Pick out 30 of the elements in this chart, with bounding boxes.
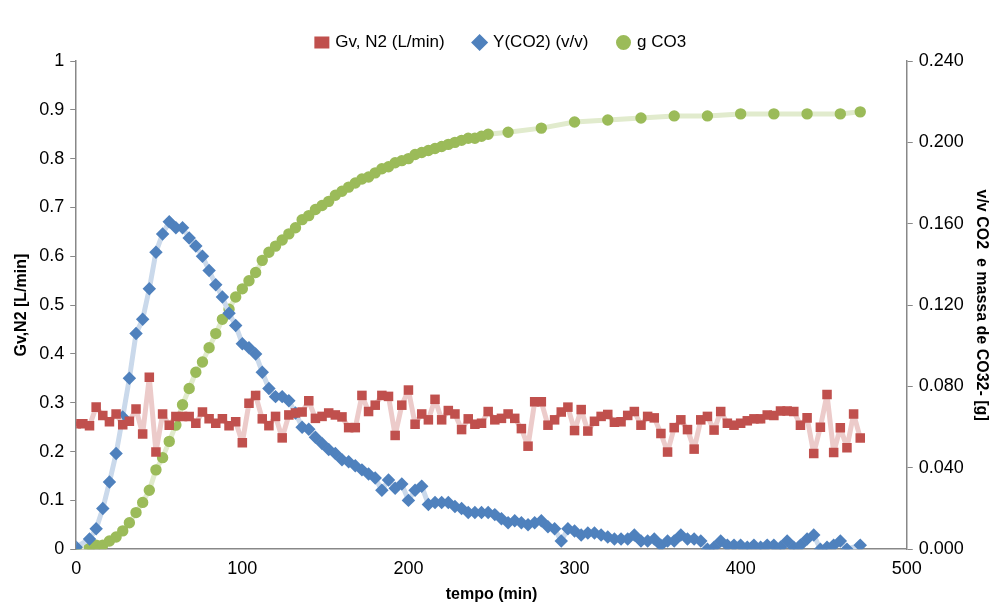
y-tick-label: 0.6 xyxy=(39,245,65,266)
y-tick-label: 0.7 xyxy=(39,196,65,217)
y2-tick-label: 0.040 xyxy=(918,456,964,477)
x-tick-label: 200 xyxy=(393,557,424,578)
y2-tick-label: 0.120 xyxy=(918,294,964,315)
x-tick-label: 300 xyxy=(559,557,590,578)
y-axis-title: Gv,N2 [L/min] xyxy=(12,253,30,357)
x-tick-label: 400 xyxy=(725,557,756,578)
legend-label: g CO3 xyxy=(637,32,687,52)
x-tick-label: 0 xyxy=(71,557,82,578)
y2-tick-label: 0.080 xyxy=(918,375,964,396)
y2-tick-label: 0.240 xyxy=(918,49,964,70)
y-tick-label: 0.8 xyxy=(39,147,65,168)
y2-axis-title: v/v CO2 e massa de CO32- [g] xyxy=(973,189,991,421)
y-tick-label: 0 xyxy=(54,538,65,559)
y-tick-label: 1 xyxy=(54,49,65,70)
y-tick-label: 0.4 xyxy=(39,342,65,363)
legend-label: Y(CO2) (v/v) xyxy=(493,32,589,52)
y-tick-label: 0.5 xyxy=(39,294,65,315)
x-tick-label: 500 xyxy=(891,557,922,578)
y-tick-label: 0.1 xyxy=(39,489,65,510)
x-axis-title: tempo (min) xyxy=(445,584,538,602)
x-tick-label: 100 xyxy=(227,557,258,578)
y-tick-label: 0.3 xyxy=(39,391,65,412)
legend-label: Gv, N2 (L/min) xyxy=(335,32,445,52)
y2-tick-label: 0.160 xyxy=(918,212,964,233)
y-tick-label: 0.9 xyxy=(39,98,65,119)
y-tick-label: 0.2 xyxy=(39,440,65,461)
y2-tick-label: 0.200 xyxy=(918,131,964,152)
y2-tick-label: 0.000 xyxy=(918,538,964,559)
